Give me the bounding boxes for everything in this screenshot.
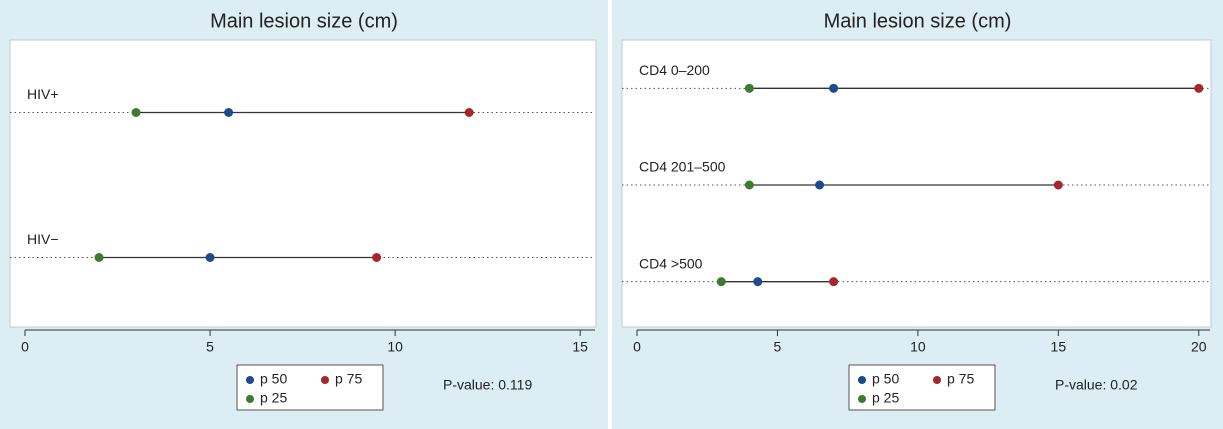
- legend-label: p 50: [260, 371, 287, 387]
- dot: [829, 277, 839, 287]
- plot-area: [621, 39, 1212, 328]
- category-label: CD4 0–200: [639, 62, 710, 78]
- dot: [716, 277, 726, 287]
- dot: [94, 253, 104, 262]
- category-label: CD4 201–500: [639, 159, 726, 175]
- legend-marker: [246, 376, 254, 384]
- dot: [1053, 180, 1063, 190]
- dot: [829, 83, 839, 93]
- x-tick-label: 15: [572, 339, 588, 355]
- dot: [753, 277, 763, 287]
- x-tick-label: 0: [21, 339, 29, 355]
- dot: [224, 108, 234, 117]
- dot: [744, 180, 754, 190]
- dot: [744, 83, 754, 93]
- legend-label: p 75: [335, 371, 362, 387]
- x-tick-label: 0: [633, 339, 641, 355]
- legend-label: p 25: [872, 390, 899, 406]
- annotation: P-value: 0.119: [443, 377, 532, 393]
- category-label: CD4 >500: [639, 255, 703, 271]
- dot: [1194, 83, 1204, 93]
- x-tick-label: 5: [774, 339, 782, 355]
- dot: [464, 108, 474, 117]
- chart-title: Main lesion size (cm): [824, 10, 1012, 32]
- chart-title: Main lesion size (cm): [210, 10, 398, 32]
- dot: [205, 253, 215, 262]
- legend-marker: [321, 376, 329, 384]
- legend-marker: [858, 376, 866, 384]
- legend-box: [236, 364, 384, 411]
- legend-label: p 25: [260, 390, 287, 406]
- category-label: HIV−: [27, 231, 59, 247]
- legend-label: p 50: [872, 371, 899, 387]
- x-tick-label: 10: [387, 339, 403, 355]
- legend-box: [848, 364, 996, 411]
- legend-marker: [858, 395, 866, 403]
- x-tick-label: 10: [910, 339, 926, 355]
- legend-marker: [246, 395, 254, 403]
- legend-label: p 75: [947, 371, 974, 387]
- x-tick-label: 15: [1051, 339, 1067, 355]
- category-label: HIV+: [27, 86, 59, 102]
- annotation: P-value: 0.02: [1055, 377, 1138, 393]
- legend-marker: [933, 376, 941, 384]
- x-tick-label: 20: [1191, 339, 1207, 355]
- dot: [372, 253, 382, 262]
- dot: [815, 180, 825, 190]
- plot-area: [9, 39, 597, 328]
- dot: [131, 108, 141, 117]
- x-tick-label: 5: [206, 339, 214, 355]
